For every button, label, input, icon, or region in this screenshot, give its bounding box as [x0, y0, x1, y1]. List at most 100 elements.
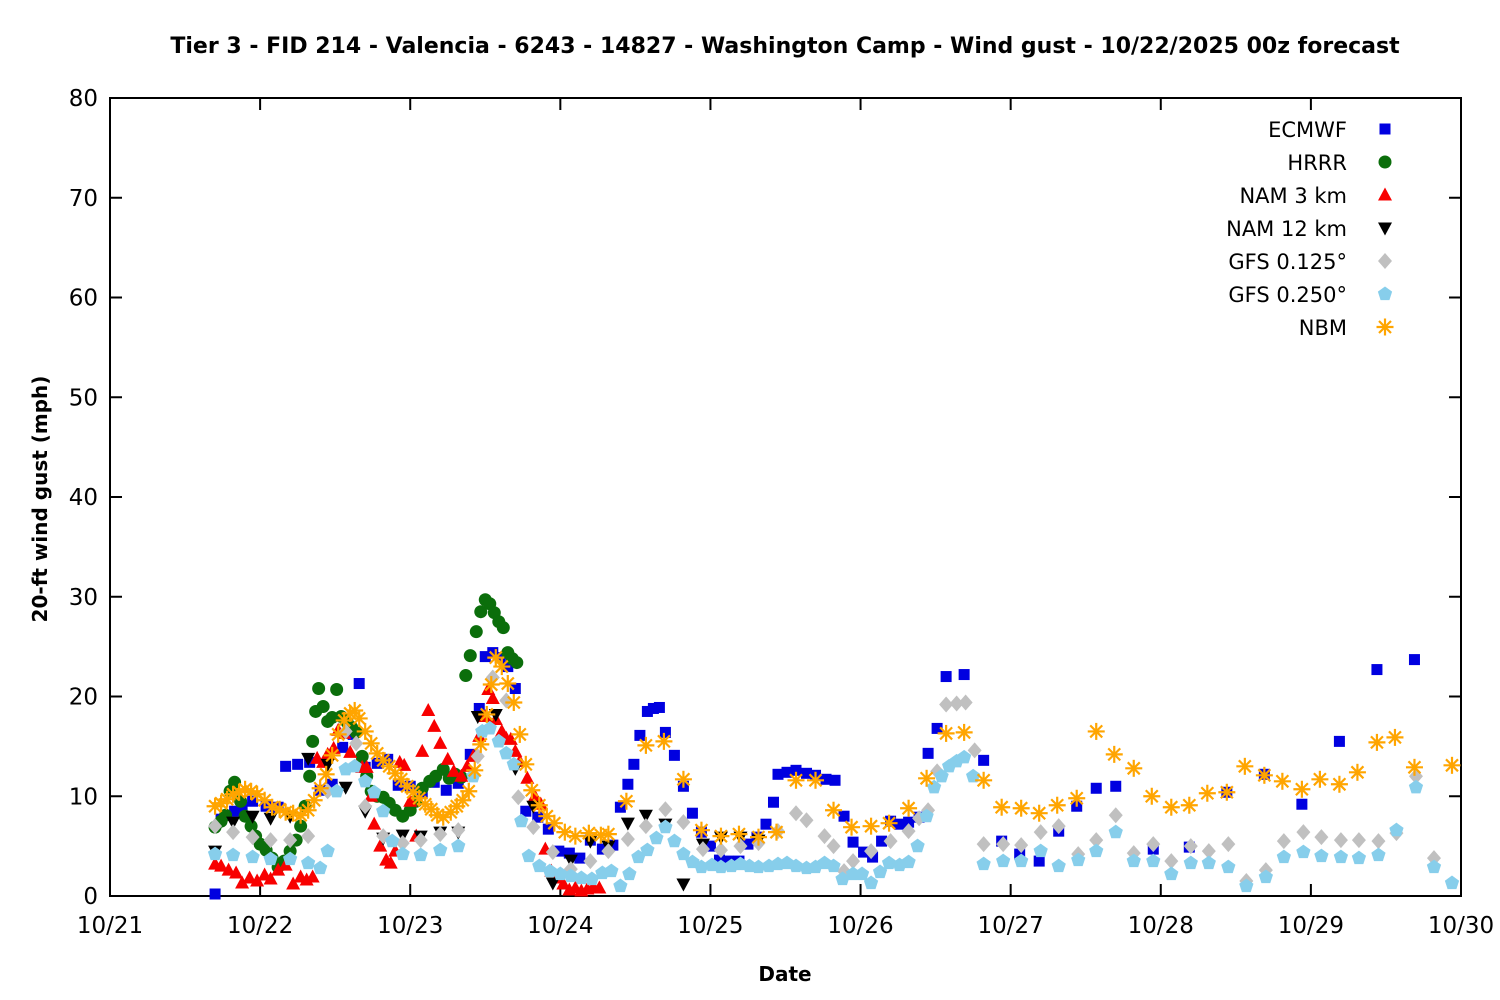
data-point-pentagon: [413, 847, 428, 862]
data-point-triangle-up: [263, 871, 278, 885]
data-point-square: [647, 702, 659, 714]
data-point-pentagon: [854, 866, 870, 881]
data-point-asterisk: [826, 803, 841, 818]
data-point-pentagon: [910, 838, 925, 853]
data-point-triangle-up: [367, 816, 382, 830]
data-point-pentagon: [1239, 878, 1254, 893]
data-point-asterisk: [501, 676, 515, 691]
data-point-asterisk: [1275, 774, 1290, 789]
x-tick-label: 10/26: [827, 913, 893, 939]
data-point-pentagon: [433, 842, 448, 857]
y-tick-label: 60: [69, 286, 98, 312]
data-point-asterisk: [257, 793, 272, 808]
data-point-pentagon: [451, 838, 466, 853]
data-point-triangle-up: [433, 735, 448, 749]
data-point-triangle-up: [520, 770, 535, 784]
data-point-triangle-up: [229, 865, 244, 879]
data-point-pentagon: [1426, 859, 1442, 874]
legend-label: NAM 12 km: [1226, 217, 1347, 241]
data-point-square: [473, 702, 485, 714]
data-point-asterisk: [558, 825, 572, 839]
data-point-diamond: [1164, 853, 1179, 870]
data-point-asterisk: [1257, 768, 1272, 783]
data-point-asterisk: [1445, 758, 1459, 773]
data-point-pentagon: [521, 848, 536, 863]
data-point-pentagon: [367, 784, 382, 799]
data-point-asterisk: [325, 748, 339, 763]
x-tick-label: 10/27: [978, 913, 1044, 939]
data-point-pentagon: [613, 878, 628, 893]
data-point-diamond: [526, 819, 541, 836]
data-point-triangle-up: [271, 862, 286, 876]
data-point-square: [1090, 782, 1102, 794]
data-point-asterisk: [473, 737, 488, 752]
y-tick-label: 10: [69, 784, 98, 810]
data-point-pentagon: [263, 851, 278, 866]
data-point-square: [838, 810, 850, 822]
data-point-diamond: [620, 831, 635, 848]
data-point-square: [931, 722, 943, 734]
data-point-asterisk: [1107, 747, 1122, 762]
data-point-asterisk: [676, 772, 691, 787]
data-point-circle: [303, 769, 317, 783]
data-point-diamond: [226, 824, 241, 841]
data-point-asterisk: [939, 726, 953, 741]
data-point-asterisk: [244, 784, 258, 799]
data-point-asterisk: [769, 825, 784, 839]
data-point-diamond: [713, 842, 728, 859]
data-point-triangle-up: [556, 876, 571, 890]
data-point-square: [958, 669, 970, 681]
data-point-pentagon: [881, 855, 897, 870]
data-point-asterisk: [1378, 320, 1392, 334]
data-point-pentagon: [622, 866, 637, 881]
data-point-asterisk: [901, 801, 916, 816]
data-point-diamond: [349, 735, 364, 752]
data-point-circle: [469, 625, 483, 639]
x-tick-label: 10/21: [77, 913, 143, 939]
data-point-asterisk: [1182, 798, 1197, 813]
data-point-square: [452, 777, 464, 789]
data-point-pentagon: [676, 846, 691, 861]
data-point-triangle-up: [503, 731, 518, 745]
data-point-triangle-down: [226, 816, 241, 830]
y-tick-label: 50: [69, 385, 98, 411]
data-point-square: [704, 840, 716, 852]
data-point-asterisk: [619, 794, 634, 809]
data-point-pentagon: [542, 863, 557, 878]
data-point-square: [596, 843, 608, 855]
data-point-triangle-down: [638, 809, 653, 823]
data-point-square: [742, 838, 754, 850]
data-point-square: [520, 805, 532, 817]
data-point-asterisk: [844, 820, 859, 834]
data-point-pentagon: [1444, 875, 1460, 890]
data-point-square: [1379, 123, 1391, 135]
legend-label: HRRR: [1287, 151, 1347, 175]
data-point-asterisk: [495, 659, 509, 674]
data-point-pentagon: [301, 855, 316, 870]
data-point-asterisk: [882, 816, 896, 830]
data-point-diamond: [1014, 837, 1029, 854]
data-point-pentagon: [1408, 779, 1424, 794]
data-point-diamond: [1351, 832, 1366, 849]
data-point-diamond: [208, 818, 223, 835]
data-point-asterisk: [238, 782, 252, 797]
data-point-triangle-up: [373, 838, 388, 852]
data-point-asterisk: [382, 759, 396, 774]
data-point-asterisk: [313, 781, 327, 796]
data-point-diamond: [263, 832, 278, 849]
data-point-pentagon: [283, 851, 298, 866]
data-point-asterisk: [919, 771, 934, 786]
x-tick-label: 10/24: [527, 913, 593, 939]
data-point-triangle-up: [359, 759, 374, 773]
data-point-diamond: [413, 832, 428, 849]
data-point-asterisk: [1089, 724, 1104, 739]
y-tick-label: 70: [69, 186, 98, 212]
data-point-pentagon: [1126, 853, 1141, 868]
data-point-asterisk: [1032, 806, 1046, 820]
data-point-asterisk: [582, 826, 596, 840]
legend-label: GFS 0.250°: [1228, 283, 1347, 307]
x-tick-label: 10/25: [677, 913, 743, 939]
data-point-diamond: [1333, 832, 1348, 849]
data-point-asterisk: [507, 695, 521, 710]
